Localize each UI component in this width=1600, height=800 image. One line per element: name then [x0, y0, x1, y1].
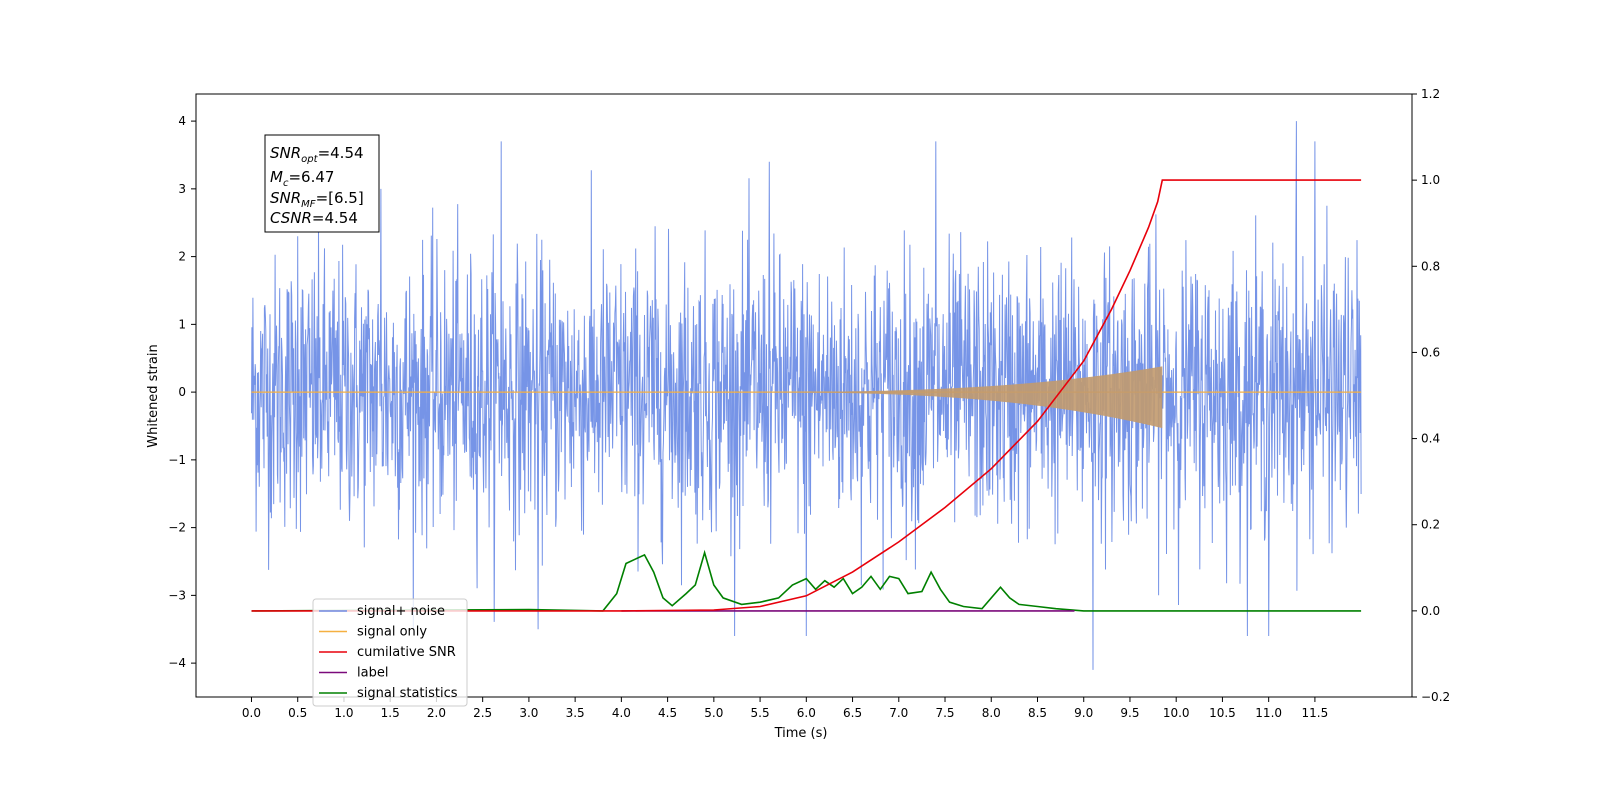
x-tick-label: 9.0 [1074, 706, 1093, 720]
series-signal-statistics [251, 549, 1362, 612]
y-tick-label: 0 [178, 385, 186, 399]
y2-tick-label: 0.2 [1421, 518, 1440, 532]
y2-tick-label: 0.4 [1421, 432, 1440, 446]
y-tick-label: 4 [178, 114, 186, 128]
y2-tick-label: 0.8 [1421, 259, 1440, 273]
legend-label: signal statistics [357, 686, 458, 701]
y2-tick-label: 0.6 [1421, 345, 1440, 359]
signal-chirp-envelope [713, 366, 1163, 429]
y-tick-label: −4 [168, 656, 186, 670]
snr-mf-text: SNRMF=[6.5] [270, 189, 364, 210]
legend-label: signal+ noise [357, 604, 445, 619]
x-tick-label: 8.5 [1028, 706, 1047, 720]
x-tick-label: 3.0 [519, 706, 538, 720]
legend-label: signal only [357, 625, 427, 640]
y2-tick-label: 0.0 [1421, 604, 1440, 618]
x-tick-label: 11.5 [1302, 706, 1329, 720]
annotation-box: SNRopt=4.54 Mc=6.47 SNRMF=[6.5] CSNR=4.5… [264, 134, 380, 233]
y-tick-label: −3 [168, 588, 186, 602]
plot-area [251, 121, 1362, 670]
y-tick-label: −1 [168, 453, 186, 467]
x-axis-ticks: 0.0 0.5 1.0 1.5 2.0 2.5 3.0 3.5 4.0 4.5 5.0 5.5 6.0 6… [242, 697, 1328, 720]
x-tick-label: 7.0 [889, 706, 908, 720]
y2-tick-label: 1.0 [1421, 173, 1440, 187]
x-tick-label: 7.5 [935, 706, 954, 720]
x-tick-label: 0.0 [242, 706, 261, 720]
x-axis-label: Time (s) [774, 726, 828, 741]
x-tick-label: 4.0 [612, 706, 631, 720]
y-tick-label: 3 [178, 182, 186, 196]
y-axis-label: Whitened strain [146, 344, 161, 447]
x-tick-label: 10.5 [1209, 706, 1236, 720]
y-tick-label: 2 [178, 250, 186, 264]
x-tick-label: 10.0 [1163, 706, 1190, 720]
x-tick-label: 1.5 [381, 706, 400, 720]
y-tick-label: 1 [178, 317, 186, 331]
snr-opt-text: SNRopt=4.54 [270, 144, 364, 165]
series-cumulative-snr [251, 179, 1362, 612]
x-tick-label: 5.5 [751, 706, 770, 720]
x-tick-label: 4.5 [658, 706, 677, 720]
y-tick-label: −2 [168, 521, 186, 535]
x-tick-label: 6.0 [797, 706, 816, 720]
x-tick-label: 3.5 [566, 706, 585, 720]
mc-text: Mc=6.47 [270, 168, 334, 189]
x-tick-label: 6.5 [843, 706, 862, 720]
x-tick-label: 1.0 [334, 706, 353, 720]
y2-tick-label: 1.2 [1421, 87, 1440, 101]
csnr-text: CSNR=4.54 [270, 209, 358, 227]
x-tick-label: 0.5 [288, 706, 307, 720]
legend-label: label [357, 666, 388, 681]
series-signal-noise [251, 121, 1362, 670]
x-tick-label: 2.5 [473, 706, 492, 720]
y2-tick-label: −0.2 [1421, 690, 1450, 704]
x-tick-label: 5.0 [704, 706, 723, 720]
x-tick-label: 2.0 [427, 706, 446, 720]
x-tick-label: 8.0 [982, 706, 1001, 720]
y-axis-ticks: 4 3 2 1 0 −1 −2 −3 −4 [168, 114, 196, 670]
axes-frame [195, 93, 1413, 698]
x-tick-label: 9.5 [1120, 706, 1139, 720]
legend: signal+ noise signal only cumilative SNR la… [312, 598, 468, 707]
legend-label: cumilative SNR [357, 645, 456, 660]
y2-axis-ticks: 1.2 1.0 0.8 0.6 0.4 0.2 0.0 −0.2 [1412, 87, 1450, 704]
x-tick-label: 11.0 [1255, 706, 1282, 720]
